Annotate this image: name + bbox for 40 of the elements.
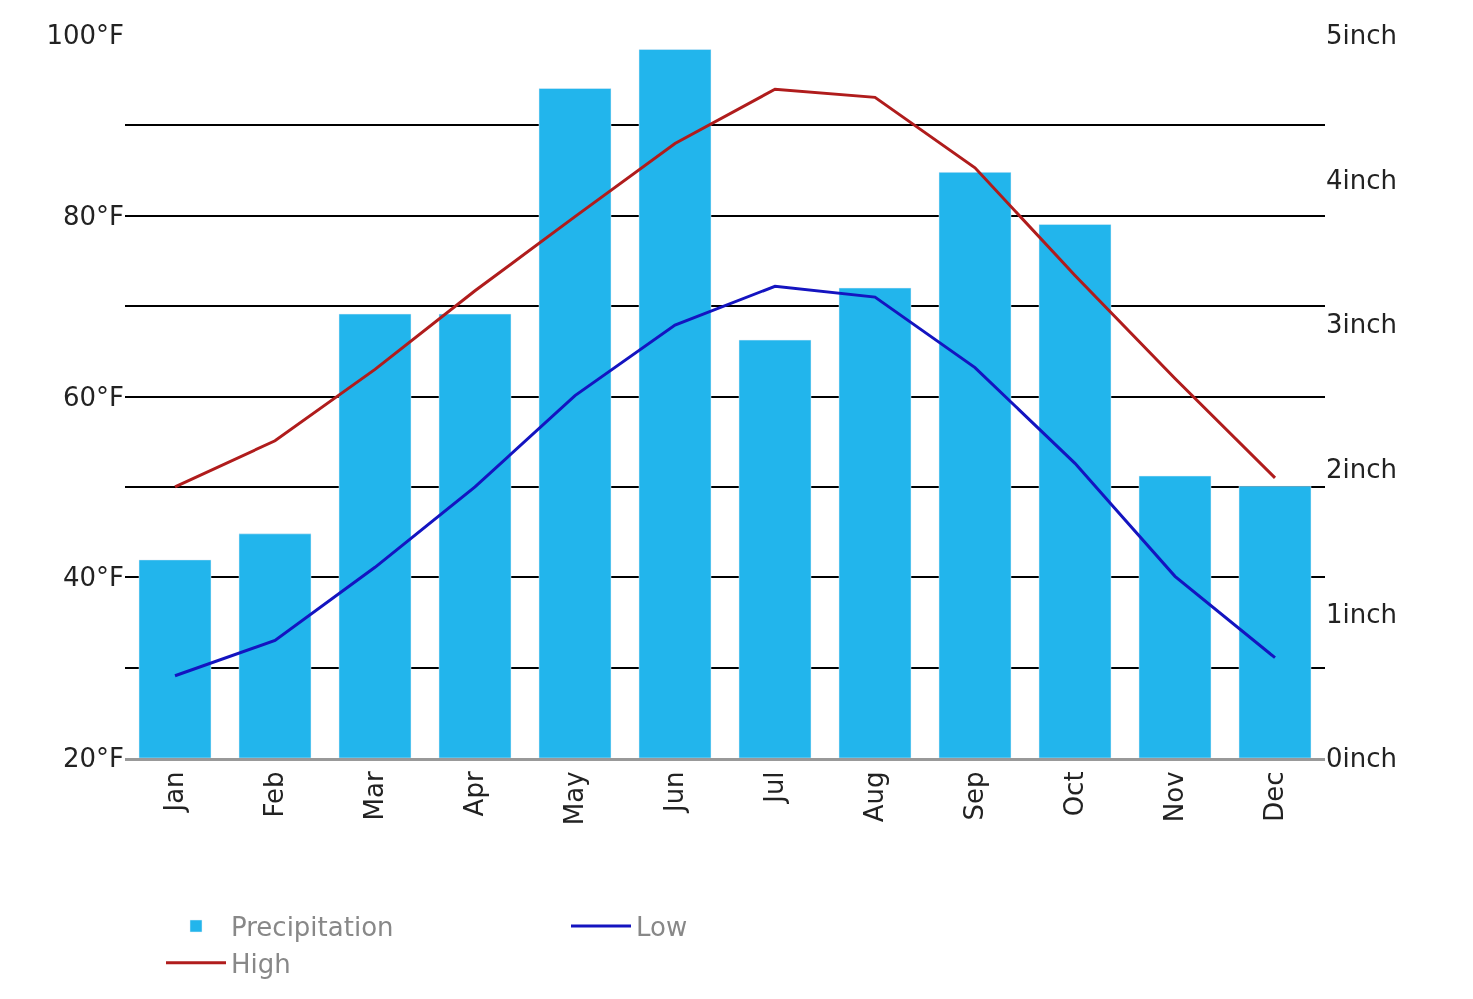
- bar: [1138, 475, 1212, 758]
- legend-label: Low: [636, 912, 688, 943]
- x-tick-label: Dec: [1259, 771, 1290, 822]
- bar: [738, 339, 812, 758]
- line-series: [173, 87, 1277, 489]
- x-tick-label: Jan: [159, 771, 190, 814]
- x-tick-label: Oct: [1059, 771, 1090, 817]
- bar: [1038, 224, 1112, 758]
- x-tick-label: Nov: [1159, 771, 1190, 823]
- x-tick-label: Feb: [259, 771, 290, 818]
- y2-tick-label: 4inch: [1326, 164, 1398, 195]
- legend-label: Precipitation: [231, 912, 394, 943]
- bar: [138, 559, 212, 758]
- y2-tick-label: 2inch: [1326, 453, 1398, 484]
- x-tick-label: Aug: [859, 771, 890, 823]
- y-tick-label: 100°F: [46, 20, 124, 51]
- y2-tick-label: 1inch: [1326, 598, 1398, 629]
- bar: [938, 172, 1012, 758]
- y2-tick-label: 5inch: [1326, 20, 1398, 51]
- bar: [538, 88, 612, 758]
- x-tick-label: Jul: [759, 771, 790, 805]
- x-tick-label: May: [559, 771, 590, 826]
- bar: [838, 287, 912, 758]
- x-tick-label: Sep: [959, 771, 990, 821]
- bar: [638, 49, 712, 758]
- y2-tick-label: 3inch: [1326, 309, 1398, 340]
- bar: [438, 313, 512, 758]
- legend-label: High: [231, 948, 291, 979]
- x-tick-label: Apr: [459, 771, 490, 817]
- bar: [238, 533, 312, 758]
- y-tick-label: 40°F: [62, 562, 124, 593]
- x-tick-label: Mar: [359, 771, 390, 821]
- x-tick-label: Jun: [659, 771, 690, 815]
- line-series: [173, 284, 1277, 678]
- y-tick-label: 60°F: [62, 381, 124, 412]
- y-tick-label: 20°F: [62, 743, 124, 774]
- y-tick-label: 80°F: [62, 200, 124, 231]
- y2-tick-label: 0inch: [1326, 743, 1398, 774]
- bar: [338, 313, 412, 758]
- bar: [1238, 485, 1312, 758]
